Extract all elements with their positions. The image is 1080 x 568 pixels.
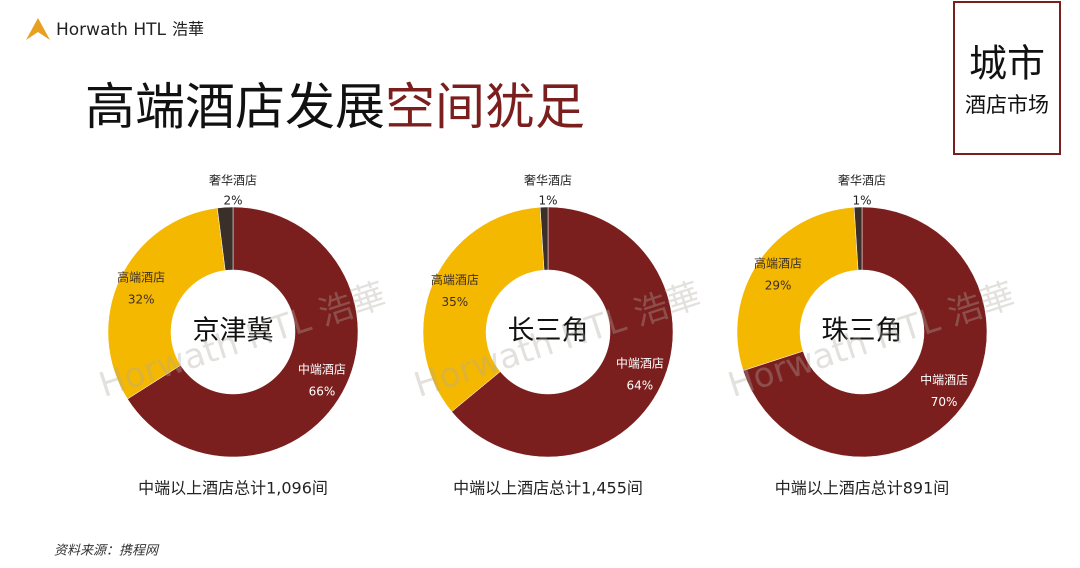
value-label: 1% [538, 194, 557, 208]
source-note: 资料来源：携程网 [54, 544, 160, 559]
badge-box [953, 1, 1061, 155]
logo-brand: Horwath HTL [56, 20, 167, 40]
segment-label: 中端酒店 [616, 356, 664, 371]
value-label: 35% [442, 295, 469, 309]
donut-segment [217, 206, 234, 271]
segment-label: 奢华酒店 [524, 174, 572, 188]
donut-center-title: 京津冀 [193, 316, 274, 347]
segment-label: 高端酒店 [754, 255, 802, 270]
segment-label: 高端酒店 [431, 272, 479, 287]
donut-segment [742, 206, 988, 458]
badge-line2: 酒店市场 [965, 93, 1049, 117]
badge-line1: 城市 [969, 42, 1045, 86]
chart-caption: 中端以上酒店总计891间 [775, 479, 950, 498]
logo-chinese: 浩華 [172, 20, 204, 39]
chart-caption: 中端以上酒店总计1,455间 [453, 479, 643, 498]
title-part1: 高端酒店发展 [85, 78, 385, 136]
value-label: 70% [931, 395, 958, 409]
segment-label: 高端酒店 [117, 269, 165, 284]
donut-segment [853, 206, 863, 271]
segment-label: 中端酒店 [298, 361, 346, 376]
segment-label: 中端酒店 [920, 372, 968, 387]
donut-segment [451, 206, 674, 458]
segment-label: 奢华酒店 [209, 174, 257, 188]
value-label: 64% [627, 379, 654, 393]
segment-label: 奢华酒店 [838, 174, 886, 188]
donut-segment [539, 206, 549, 271]
value-label: 32% [128, 292, 155, 306]
donut-center-title: 长三角 [508, 316, 589, 347]
donut-segment [127, 206, 359, 458]
donut-segment [736, 206, 859, 371]
slide-title: 高端酒店发展空间犹足 [85, 78, 585, 136]
chart-caption: 中端以上酒店总计1,096间 [138, 479, 328, 498]
value-label: 2% [223, 194, 242, 208]
logo-icon [26, 18, 50, 40]
donut-segment [422, 206, 545, 413]
donut-segment [107, 207, 226, 400]
value-label: 66% [309, 384, 336, 398]
value-label: 29% [765, 278, 792, 292]
value-label: 1% [852, 194, 871, 208]
donut-center-title: 珠三角 [822, 316, 903, 347]
title-part2: 空间犹足 [385, 78, 585, 136]
